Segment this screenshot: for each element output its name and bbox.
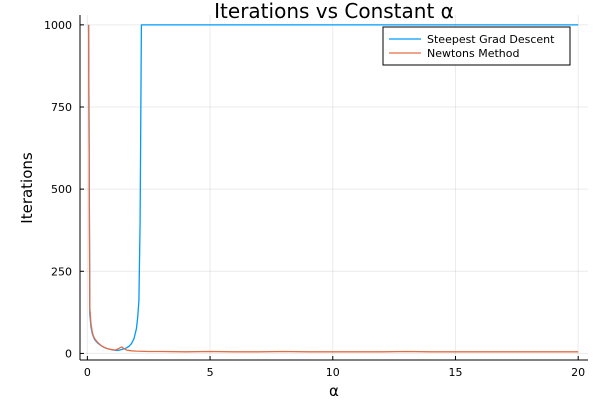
y-tick-label: 750 <box>51 101 72 114</box>
y-tick-label: 0 <box>65 347 72 360</box>
x-tick-label: 0 <box>84 366 91 379</box>
x-tick-label: 10 <box>326 366 340 379</box>
y-axis-title: Iterations <box>18 152 36 224</box>
axes: 0 5 10 15 20 0 250 500 750 1000 <box>44 15 588 379</box>
series-line-2 <box>87 24 579 353</box>
y-tick-label: 250 <box>51 265 72 278</box>
legend-box <box>382 26 571 66</box>
chart-title: Iterations vs Constant α <box>214 0 454 23</box>
legend-label: Newtons Method <box>427 47 520 60</box>
legend-label: Steepest Grad Descent <box>427 33 555 46</box>
x-tick-label: 20 <box>571 366 585 379</box>
x-axis-title: α <box>329 382 339 400</box>
x-tick-label: 15 <box>448 366 462 379</box>
y-tick-label: 500 <box>51 183 72 196</box>
series-group <box>87 24 579 353</box>
x-tick-label: 5 <box>207 366 214 379</box>
y-tick-label: 1000 <box>44 19 72 32</box>
